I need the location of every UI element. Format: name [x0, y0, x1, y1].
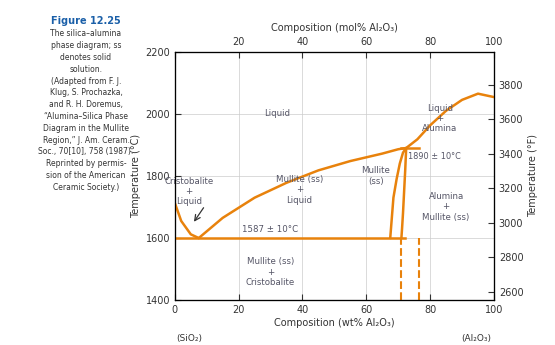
Text: (SiO₂): (SiO₂) — [176, 334, 203, 343]
Text: (Al₂O₃): (Al₂O₃) — [461, 334, 491, 343]
Text: Mullite
(ss): Mullite (ss) — [361, 166, 390, 186]
Text: The silica–alumina
phase diagram; ss
denotes solid
solution.
(Adapted from F. J.: The silica–alumina phase diagram; ss den… — [38, 29, 134, 192]
Text: Alumina
+
Mullite (ss): Alumina + Mullite (ss) — [422, 192, 470, 222]
X-axis label: Composition (wt% Al₂O₃): Composition (wt% Al₂O₃) — [274, 318, 395, 328]
Text: Cristobalite
+
Liquid: Cristobalite + Liquid — [165, 177, 214, 206]
Y-axis label: Temperature (°C): Temperature (°C) — [131, 134, 141, 218]
Text: Liquid
+
Alumina: Liquid + Alumina — [422, 104, 457, 134]
Text: Mullite (ss)
+
Cristobalite: Mullite (ss) + Cristobalite — [246, 257, 295, 287]
Text: Figure 12.25: Figure 12.25 — [51, 16, 121, 26]
X-axis label: Composition (mol% Al₂O₃): Composition (mol% Al₂O₃) — [271, 23, 398, 33]
Text: 1587 ± 10°C: 1587 ± 10°C — [243, 225, 299, 234]
Y-axis label: Temperature (°F): Temperature (°F) — [528, 135, 538, 217]
Text: Liquid: Liquid — [264, 109, 290, 118]
Text: 1890 ± 10°C: 1890 ± 10°C — [408, 152, 461, 161]
Text: Mullite (ss)
+
Liquid: Mullite (ss) + Liquid — [276, 175, 323, 205]
